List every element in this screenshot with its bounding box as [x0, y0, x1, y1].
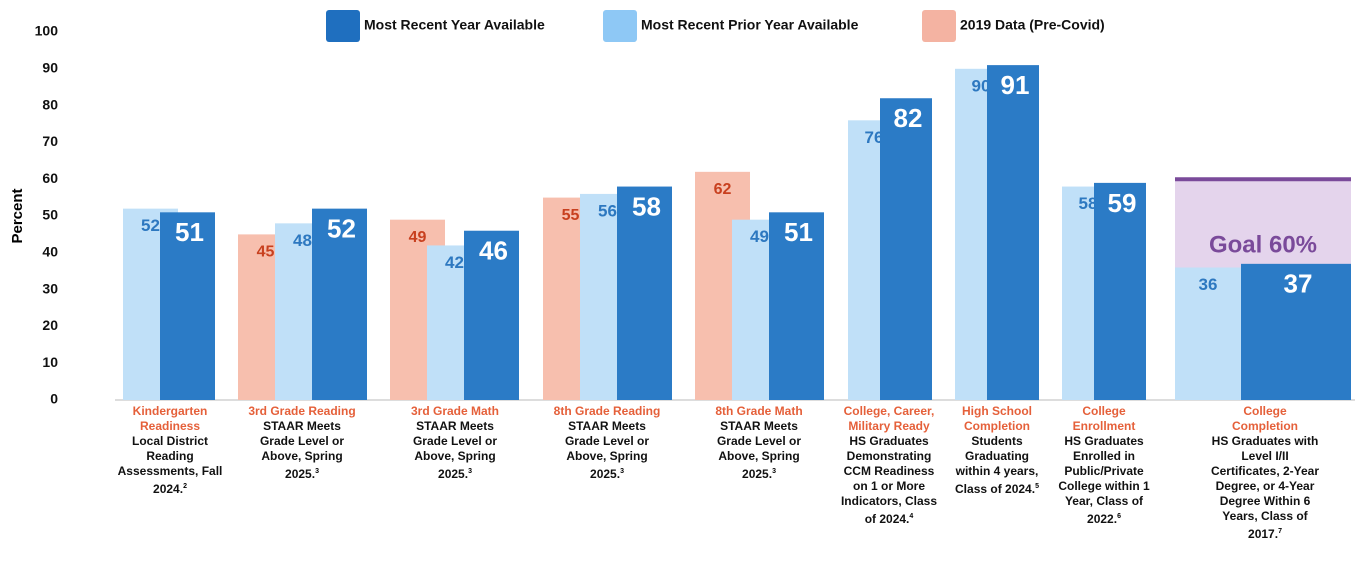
category-description: STAAR Meets Grade Level or Above, Spring… [412, 419, 498, 481]
data-label: 82 [894, 103, 923, 133]
data-label: 52 [327, 214, 356, 244]
data-label: 36 [1199, 275, 1218, 294]
footnote-mark: 5 [1035, 483, 1039, 490]
y-tick-label: 100 [35, 23, 59, 39]
category-label: 8th Grade Math STAAR Meets Grade Level or… [704, 404, 814, 482]
y-tick-label: 20 [42, 317, 58, 333]
category-description: Students Graduating within 4 years, Clas… [955, 434, 1039, 496]
data-label: 48 [293, 231, 312, 250]
category-title: 8th Grade Reading [553, 404, 661, 418]
legend-swatch [603, 10, 637, 42]
category-label: 3rd Grade Reading STAAR Meets Grade Level… [247, 404, 357, 482]
data-label: 46 [479, 236, 508, 266]
category-label: 8th Grade Reading STAAR Meets Grade Level… [552, 404, 662, 482]
data-label: 49 [409, 229, 427, 246]
legend-swatch [326, 10, 360, 42]
y-tick-label: 90 [42, 60, 58, 76]
category-title: Kindergarten Readiness [132, 404, 208, 433]
category-title: High School Completion [962, 404, 1032, 433]
category-label: College, Career, Military Ready HS Gradua… [839, 404, 939, 527]
category-title: College Completion [1232, 404, 1298, 433]
bar [464, 230, 519, 400]
category-label: College Completion HS Graduates with Leve… [1210, 404, 1320, 542]
footnote-mark: 3 [772, 468, 776, 475]
bar [160, 212, 215, 400]
footnote-mark: 6 [1117, 513, 1121, 520]
category-title: College, Career, Military Ready [843, 404, 935, 433]
footnote-mark: 2 [183, 483, 187, 490]
bar [312, 208, 367, 400]
legend-label: 2019 Data (Pre-Covid) [960, 17, 1105, 33]
bar [1094, 182, 1146, 400]
category-description: STAAR Meets Grade Level or Above, Spring… [259, 419, 345, 481]
y-axis-label: Percent [9, 188, 26, 243]
data-label: 42 [445, 253, 464, 272]
data-label: 59 [1108, 188, 1137, 218]
footnote-mark: 3 [468, 468, 472, 475]
bar [769, 212, 824, 400]
legend-swatch [922, 10, 956, 42]
y-tick-label: 40 [42, 244, 58, 260]
category-description: HS Graduates Enrolled in Public/Private … [1058, 434, 1150, 526]
footnote-mark: 3 [315, 468, 319, 475]
legend-label: Most Recent Year Available [364, 17, 545, 33]
footnote-mark: 7 [1278, 528, 1282, 535]
data-label: 62 [714, 181, 732, 198]
data-label: 91 [1001, 70, 1030, 100]
category-title: College Enrollment [1072, 404, 1136, 433]
category-description: HS Graduates Demonstrating CCM Readiness… [840, 434, 938, 526]
data-label: 45 [257, 244, 275, 261]
category-description: HS Graduates with Level I/II Certificate… [1210, 434, 1320, 541]
data-label: 76 [865, 128, 884, 147]
bar [1241, 263, 1351, 400]
category-label: 3rd Grade Math STAAR Meets Grade Level or… [400, 404, 510, 482]
category-title: 3rd Grade Math [410, 404, 500, 418]
category-title: 3rd Grade Reading [248, 404, 356, 418]
data-label: 49 [750, 227, 769, 246]
y-tick-label: 80 [42, 96, 58, 112]
data-label: 52 [141, 216, 160, 235]
bar [1175, 267, 1241, 400]
y-tick-label: 0 [50, 391, 58, 407]
data-label: 55 [562, 207, 580, 224]
data-label: 56 [598, 201, 617, 220]
bar [987, 65, 1039, 401]
y-tick-label: 10 [42, 354, 58, 370]
data-label: 51 [175, 217, 204, 247]
data-label: 51 [784, 217, 813, 247]
data-label: 37 [1284, 269, 1313, 299]
data-label: 90 [972, 76, 991, 95]
footnote-mark: 3 [620, 468, 624, 475]
data-label: 58 [1079, 194, 1098, 213]
y-tick-label: 50 [42, 207, 58, 223]
footnote-mark: 4 [909, 513, 914, 520]
goal-label: Goal 60% [1209, 231, 1317, 258]
category-description: Local District Reading Assessments, Fall… [117, 434, 223, 496]
y-tick-label: 30 [42, 280, 58, 296]
legend-label: Most Recent Prior Year Available [641, 17, 859, 33]
category-description: STAAR Meets Grade Level or Above, Spring… [564, 419, 650, 481]
category-label: High School Completion Students Graduatin… [952, 404, 1042, 497]
category-label: Kindergarten Readiness Local District Rea… [115, 404, 225, 497]
y-tick-label: 70 [42, 133, 58, 149]
category-description: STAAR Meets Grade Level or Above, Spring… [716, 419, 802, 481]
bar [617, 186, 672, 400]
category-title: 8th Grade Math [715, 404, 803, 418]
bar [880, 98, 932, 401]
category-label: College Enrollment HS Graduates Enrolled … [1054, 404, 1154, 527]
data-label: 58 [632, 191, 661, 221]
y-tick-label: 60 [42, 170, 58, 186]
